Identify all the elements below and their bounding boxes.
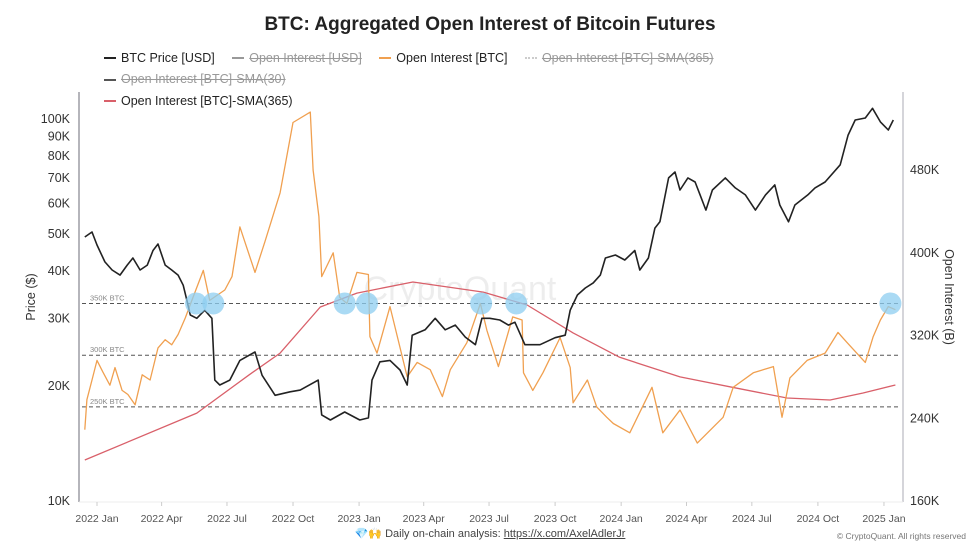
x-tick-label: 2022 Jul (207, 513, 247, 525)
x-tick-label: 2024 Oct (797, 513, 840, 525)
highlight-marker (505, 292, 528, 315)
left-tick-label: 10K (48, 494, 71, 508)
right-axis-title: Open Interest (B) (942, 249, 956, 345)
highlight-marker (879, 292, 902, 315)
left-axis-title: Price ($) (24, 273, 38, 320)
legend-label: BTC Price [USD] (121, 50, 215, 65)
x-tick-label: 2022 Oct (272, 513, 315, 525)
reference-line-label: 300K BTC (90, 345, 125, 354)
legend-label: Open Interest [BTC]-SMA(365) (541, 50, 714, 65)
left-tick-label: 90K (48, 129, 71, 143)
left-tick-label: 80K (48, 149, 71, 163)
diamond-hands-emoji-icon: 💎🙌 (354, 528, 383, 540)
legend-label: Open Interest [BTC]-SMA(30) (121, 72, 286, 86)
left-tick-label: 20K (48, 379, 71, 393)
left-tick-label: 30K (48, 312, 71, 326)
left-tick-label: 60K (48, 197, 71, 211)
legend-label: Open Interest [BTC] (396, 50, 508, 65)
footer: 💎🙌 Daily on-chain analysis: https://x.co… (0, 527, 980, 540)
legend-swatch (104, 100, 116, 102)
x-tick-label: 2023 Apr (403, 513, 446, 525)
legend-label: Open Interest [BTC]-SMA(365) (121, 93, 293, 108)
legend-item-oi-sma365-hidden[interactable]: Open Interest [BTC]-SMA(365) (524, 49, 714, 68)
highlight-marker (355, 292, 378, 315)
left-tick-label: 40K (48, 264, 71, 278)
highlight-marker (470, 292, 493, 315)
copyright: © CryptoQuant. All rights reserved (836, 531, 966, 541)
highlight-marker (185, 292, 208, 315)
left-tick-label: 70K (48, 171, 71, 185)
oi-btc-line (84, 111, 896, 444)
right-tick-label: 320K (910, 329, 940, 343)
right-tick-label: 480K (910, 163, 940, 177)
legend-swatch (104, 78, 116, 81)
right-tick-label: 400K (910, 246, 940, 260)
left-tick-label: 50K (48, 227, 71, 241)
legend-swatch (379, 57, 392, 59)
x-tick-label: 2025 Jan (862, 513, 905, 525)
x-tick-label: 2024 Jul (732, 513, 772, 525)
x-tick-label: 2022 Jan (75, 513, 118, 525)
oi-sma365-line (84, 281, 896, 461)
highlight-marker (202, 292, 225, 315)
legend-item-oi-sma365[interactable]: Open Interest [BTC]-SMA(365) (104, 92, 293, 111)
reference-line-label: 250K BTC (90, 397, 125, 406)
right-tick-label: 160K (910, 494, 940, 508)
legend-item-oi-usd[interactable]: Open Interest [USD] (232, 49, 362, 68)
right-tick-label: 240K (910, 411, 940, 425)
legend-item-oi-sma30[interactable]: Open Interest [BTC]-SMA(30) (104, 70, 286, 89)
chart-title: BTC: Aggregated Open Interest of Bitcoin… (264, 14, 716, 35)
highlight-marker (333, 292, 356, 315)
btc-price-line (84, 107, 895, 421)
x-tick-label: 2022 Apr (141, 513, 184, 525)
footer-text: Daily on-chain analysis: (385, 528, 504, 540)
legend-swatch (232, 57, 245, 59)
legend-label: Open Interest [USD] (249, 50, 362, 65)
legend: BTC Price [USD] Open Interest [USD] Open… (104, 46, 924, 111)
footer-link[interactable]: https://x.com/AxelAdlerJr (503, 528, 626, 540)
x-tick-label: 2023 Oct (534, 513, 577, 525)
legend-item-btc-price[interactable]: BTC Price [USD] (104, 49, 215, 68)
reference-line-label: 350K BTC (90, 293, 125, 302)
x-tick-label: 2023 Jul (469, 513, 509, 525)
x-tick-label: 2024 Jan (600, 513, 643, 525)
x-tick-label: 2024 Apr (665, 513, 708, 525)
legend-swatch (524, 57, 537, 59)
legend-item-oi-btc[interactable]: Open Interest [BTC] (379, 49, 507, 68)
legend-swatch (104, 57, 116, 59)
left-tick-label: 100K (41, 112, 71, 126)
x-tick-label: 2023 Jan (337, 513, 380, 525)
